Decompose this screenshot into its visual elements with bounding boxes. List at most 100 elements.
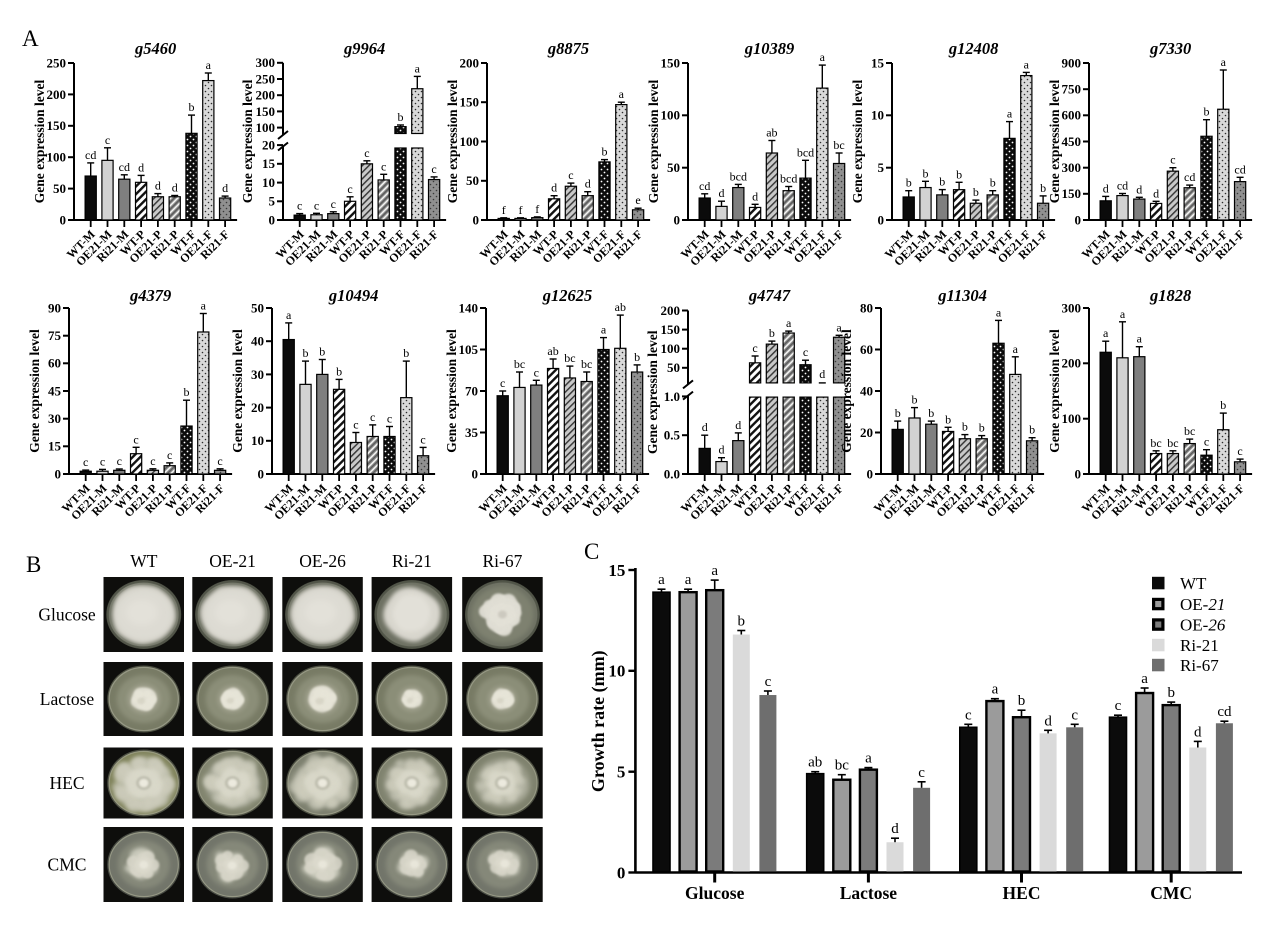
svg-text:c: c xyxy=(534,365,539,379)
svg-text:Gene expression level: Gene expression level xyxy=(646,80,661,204)
svg-text:g12625: g12625 xyxy=(542,286,593,305)
svg-text:b: b xyxy=(939,175,945,189)
svg-text:0: 0 xyxy=(878,212,885,227)
svg-text:b: b xyxy=(1029,423,1035,437)
svg-text:0: 0 xyxy=(60,212,67,227)
svg-text:a: a xyxy=(286,308,292,322)
svg-text:c: c xyxy=(1170,153,1175,167)
svg-text:OE-26: OE-26 xyxy=(299,551,346,571)
svg-text:100: 100 xyxy=(460,134,480,149)
svg-text:75: 75 xyxy=(48,328,62,343)
svg-text:c: c xyxy=(387,412,392,426)
svg-text:ab: ab xyxy=(808,755,822,771)
svg-text:200: 200 xyxy=(1062,356,1082,371)
svg-text:200: 200 xyxy=(256,88,276,103)
svg-text:cd: cd xyxy=(85,148,96,162)
svg-text:d: d xyxy=(585,177,591,191)
svg-text:cd: cd xyxy=(699,179,710,193)
svg-text:Glucose: Glucose xyxy=(38,605,96,625)
svg-text:Ri-67: Ri-67 xyxy=(1180,656,1219,675)
svg-text:50: 50 xyxy=(251,300,264,315)
svg-text:a: a xyxy=(601,323,607,337)
svg-text:Gene expression level: Gene expression level xyxy=(444,329,459,453)
svg-text:Gene expression level: Gene expression level xyxy=(645,330,660,454)
svg-text:Gene expression level: Gene expression level xyxy=(32,80,47,204)
svg-text:b: b xyxy=(602,145,608,159)
svg-text:A: A xyxy=(22,26,39,51)
svg-text:150: 150 xyxy=(47,118,67,133)
svg-text:250: 250 xyxy=(47,55,67,70)
svg-text:b: b xyxy=(906,176,912,190)
svg-text:OE-21: OE-21 xyxy=(209,551,256,571)
svg-text:c: c xyxy=(117,454,122,468)
svg-text:50: 50 xyxy=(667,160,680,175)
svg-text:g1828: g1828 xyxy=(1149,286,1191,305)
svg-text:b: b xyxy=(912,393,918,407)
svg-text:HEC: HEC xyxy=(1003,883,1041,903)
svg-text:c: c xyxy=(752,341,757,355)
svg-text:b: b xyxy=(979,421,985,435)
svg-text:c: c xyxy=(420,432,425,446)
svg-text:35: 35 xyxy=(465,425,479,440)
svg-text:bc: bc xyxy=(833,138,844,152)
svg-text:200: 200 xyxy=(47,87,67,102)
svg-text:c: c xyxy=(217,454,222,468)
svg-text:a: a xyxy=(1013,342,1019,356)
svg-text:CMC: CMC xyxy=(48,855,87,875)
svg-text:c: c xyxy=(314,198,319,212)
svg-text:b: b xyxy=(303,346,309,360)
svg-text:Ri-21: Ri-21 xyxy=(1180,636,1219,655)
svg-text:d: d xyxy=(702,420,708,434)
svg-text:c: c xyxy=(133,432,138,446)
svg-text:0.5: 0.5 xyxy=(664,428,681,443)
svg-text:c: c xyxy=(1237,444,1242,458)
svg-text:b: b xyxy=(1220,398,1226,412)
svg-text:a: a xyxy=(685,572,692,588)
svg-text:cd: cd xyxy=(1117,179,1128,193)
svg-text:d: d xyxy=(172,181,178,195)
svg-text:d: d xyxy=(138,160,144,174)
svg-text:15: 15 xyxy=(871,55,885,70)
svg-text:a: a xyxy=(201,299,207,313)
svg-text:ab: ab xyxy=(547,344,558,358)
svg-text:10: 10 xyxy=(608,662,625,681)
svg-text:30: 30 xyxy=(251,367,264,382)
svg-text:1.0: 1.0 xyxy=(664,389,680,404)
svg-text:50: 50 xyxy=(53,181,66,196)
svg-text:250: 250 xyxy=(256,71,276,86)
svg-text:c: c xyxy=(331,197,336,211)
svg-text:c: c xyxy=(353,418,358,432)
svg-text:300: 300 xyxy=(256,55,276,70)
svg-text:Lactose: Lactose xyxy=(840,883,898,903)
svg-text:c: c xyxy=(803,345,808,359)
svg-text:d: d xyxy=(1194,724,1202,740)
svg-text:c: c xyxy=(105,133,110,147)
svg-text:Growth rate (mm): Growth rate (mm) xyxy=(588,650,609,792)
svg-text:60: 60 xyxy=(860,342,873,357)
svg-text:b: b xyxy=(1167,685,1175,701)
svg-text:100: 100 xyxy=(661,341,681,356)
svg-text:d: d xyxy=(1153,186,1159,200)
svg-text:0: 0 xyxy=(473,212,480,227)
svg-text:d: d xyxy=(1044,713,1052,729)
svg-text:CMC: CMC xyxy=(1150,883,1192,903)
svg-text:Gene expression level: Gene expression level xyxy=(27,329,42,453)
svg-text:a: a xyxy=(206,58,212,72)
svg-text:c: c xyxy=(1204,435,1209,449)
svg-text:d: d xyxy=(155,179,161,193)
svg-text:70: 70 xyxy=(465,383,478,398)
svg-text:15: 15 xyxy=(262,156,276,171)
svg-text:cd: cd xyxy=(1234,162,1245,176)
svg-text:600: 600 xyxy=(1062,108,1082,123)
svg-text:c: c xyxy=(297,199,302,213)
svg-text:b: b xyxy=(956,167,962,181)
svg-text:b: b xyxy=(1018,693,1026,709)
svg-text:a: a xyxy=(992,682,999,698)
svg-text:g4379: g4379 xyxy=(129,286,171,305)
svg-text:bc: bc xyxy=(835,758,850,774)
svg-text:15: 15 xyxy=(48,439,62,454)
svg-text:c: c xyxy=(83,455,88,469)
svg-text:100: 100 xyxy=(47,150,67,165)
svg-text:c: c xyxy=(370,410,375,424)
svg-text:b: b xyxy=(990,176,996,190)
